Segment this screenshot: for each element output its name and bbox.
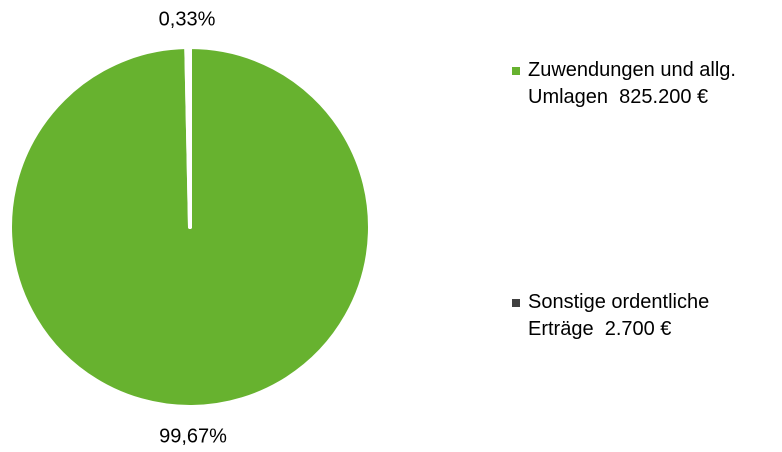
legend-item: Zuwendungen und allg. Umlagen 825.200 € — [512, 57, 772, 111]
legend-swatch — [512, 67, 520, 75]
legend-label: Sonstige ordentliche Erträge 2.700 € — [528, 291, 715, 340]
pie-slice — [184, 45, 192, 229]
data-label: 99,67% — [159, 425, 227, 447]
data-label: 0,33% — [159, 8, 216, 30]
legend-swatch — [512, 299, 520, 307]
legend-label: Zuwendungen und allg. Umlagen 825.200 € — [528, 59, 742, 108]
legend-item: Sonstige ordentliche Erträge 2.700 € — [512, 289, 772, 343]
